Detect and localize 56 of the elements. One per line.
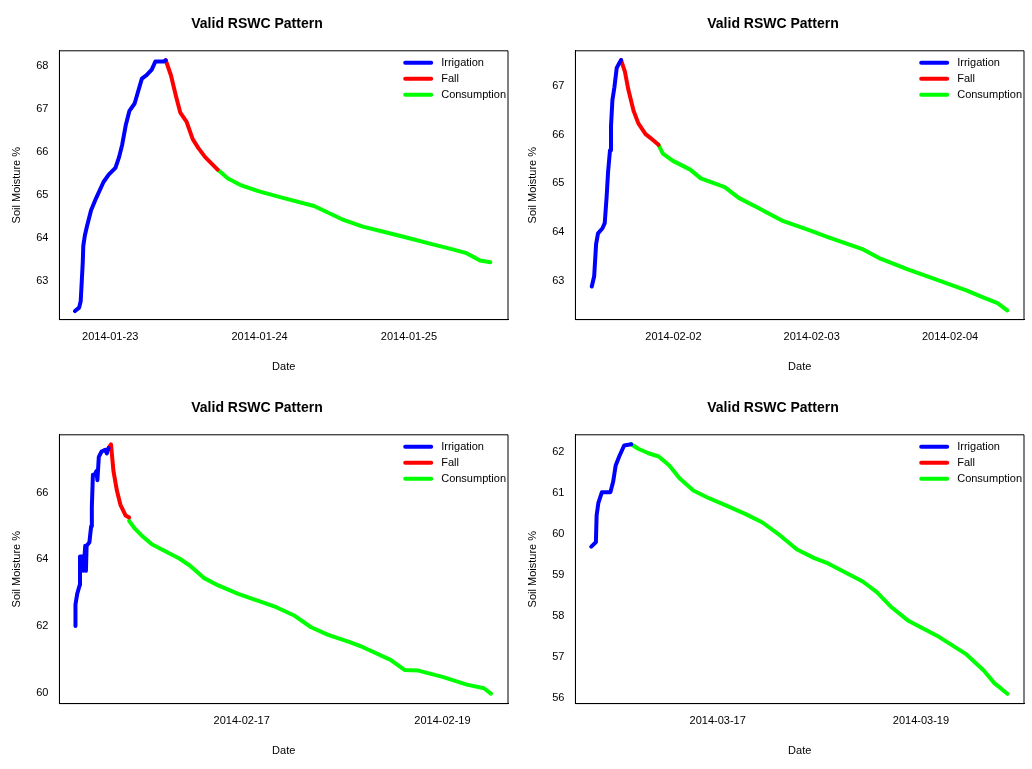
- legend-label: Fall: [441, 71, 459, 84]
- y-tick-label: 63: [552, 273, 565, 286]
- y-tick-label: 62: [552, 445, 565, 458]
- legend-label: Irrigation: [957, 439, 1000, 452]
- x-tick-label: 2014-02-17: [213, 714, 270, 727]
- y-tick-label: 67: [552, 78, 565, 91]
- chart-title: Valid RSWC Pattern: [707, 15, 839, 32]
- x-axis-title: Date: [788, 744, 812, 757]
- x-tick-label: 2014-03-17: [689, 714, 746, 727]
- y-tick-label: 67: [36, 102, 49, 115]
- x-tick-label: 2014-03-19: [892, 714, 950, 727]
- chart-title: Valid RSWC Pattern: [191, 399, 323, 416]
- legend-label: Consumption: [957, 87, 1023, 100]
- y-tick-label: 64: [36, 230, 49, 243]
- legend-label: Consumption: [441, 87, 507, 100]
- x-tick-label: 2014-01-23: [82, 330, 139, 343]
- y-tick-label: 65: [552, 176, 565, 189]
- x-tick-label: 2014-01-24: [231, 330, 288, 343]
- chart-title: Valid RSWC Pattern: [707, 399, 839, 416]
- x-tick-label: 2014-02-19: [414, 714, 471, 727]
- y-tick-label: 66: [36, 145, 49, 158]
- y-tick-label: 62: [36, 618, 49, 631]
- y-tick-label: 68: [36, 59, 49, 72]
- y-tick-label: 63: [36, 273, 49, 286]
- x-axis-title: Date: [788, 360, 812, 373]
- legend-label: Consumption: [957, 471, 1023, 484]
- y-tick-label: 65: [36, 187, 49, 200]
- y-axis-title: Soil Moisture %: [9, 530, 22, 608]
- legend-label: Irrigation: [957, 55, 1000, 68]
- y-tick-label: 64: [552, 224, 565, 237]
- y-tick-label: 61: [552, 486, 565, 499]
- x-tick-label: 2014-01-25: [380, 330, 438, 343]
- y-tick-label: 66: [552, 127, 565, 140]
- y-tick-label: 56: [552, 691, 565, 704]
- legend-label: Fall: [957, 71, 975, 84]
- y-axis-title: Soil Moisture %: [525, 530, 538, 608]
- legend-label: Irrigation: [441, 439, 484, 452]
- y-tick-label: 59: [552, 568, 565, 581]
- x-tick-label: 2014-02-04: [921, 330, 979, 343]
- y-axis-title: Soil Moisture %: [9, 146, 22, 224]
- legend-label: Fall: [957, 455, 975, 468]
- legend-label: Consumption: [441, 471, 507, 484]
- y-tick-label: 60: [552, 527, 565, 540]
- legend-label: Fall: [441, 455, 459, 468]
- y-tick-label: 60: [36, 685, 49, 698]
- legend-label: Irrigation: [441, 55, 484, 68]
- chart-title: Valid RSWC Pattern: [191, 15, 323, 32]
- y-tick-label: 66: [36, 485, 49, 498]
- y-tick-label: 64: [36, 552, 49, 565]
- y-tick-label: 58: [552, 609, 565, 622]
- y-axis-title: Soil Moisture %: [525, 146, 538, 224]
- x-tick-label: 2014-02-03: [783, 330, 840, 343]
- y-tick-label: 57: [552, 650, 565, 663]
- x-axis-title: Date: [272, 360, 296, 373]
- x-axis-title: Date: [272, 744, 296, 757]
- x-tick-label: 2014-02-02: [645, 330, 702, 343]
